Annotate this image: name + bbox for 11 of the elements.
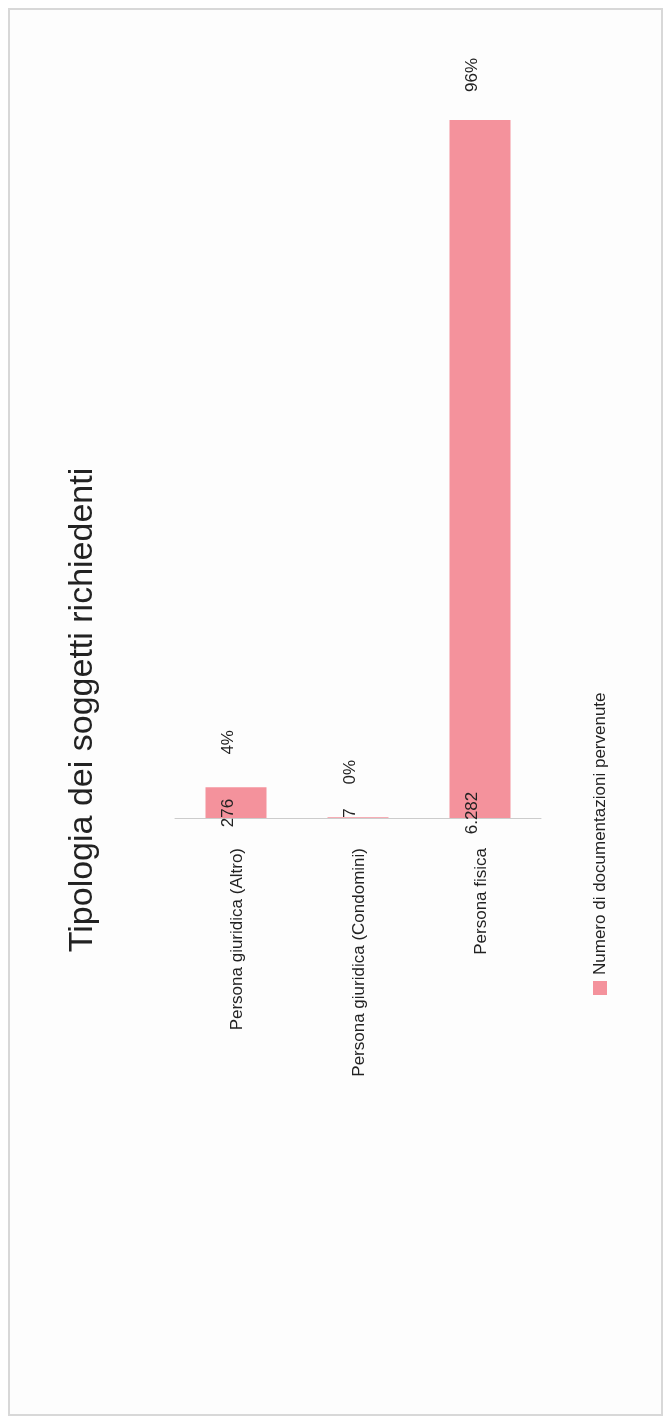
x-tick-label: Persona giuridica (Condomini) bbox=[348, 848, 368, 1077]
data-label: 276 bbox=[218, 798, 237, 828]
data-label: 6.282 bbox=[462, 791, 481, 835]
text: Tipologia dei soggetti richiedenti bbox=[61, 467, 99, 953]
annotation: 0% bbox=[340, 759, 359, 785]
data-label: 7 bbox=[340, 808, 359, 818]
x-tick-label: Persona fisica bbox=[470, 847, 490, 955]
annotation: 4% bbox=[218, 730, 237, 755]
x-tick-label: Persona giuridica (Altro) bbox=[226, 848, 246, 1031]
text: Numero di documentazioni pervenute bbox=[590, 692, 610, 975]
annotation: 96% bbox=[462, 57, 481, 93]
